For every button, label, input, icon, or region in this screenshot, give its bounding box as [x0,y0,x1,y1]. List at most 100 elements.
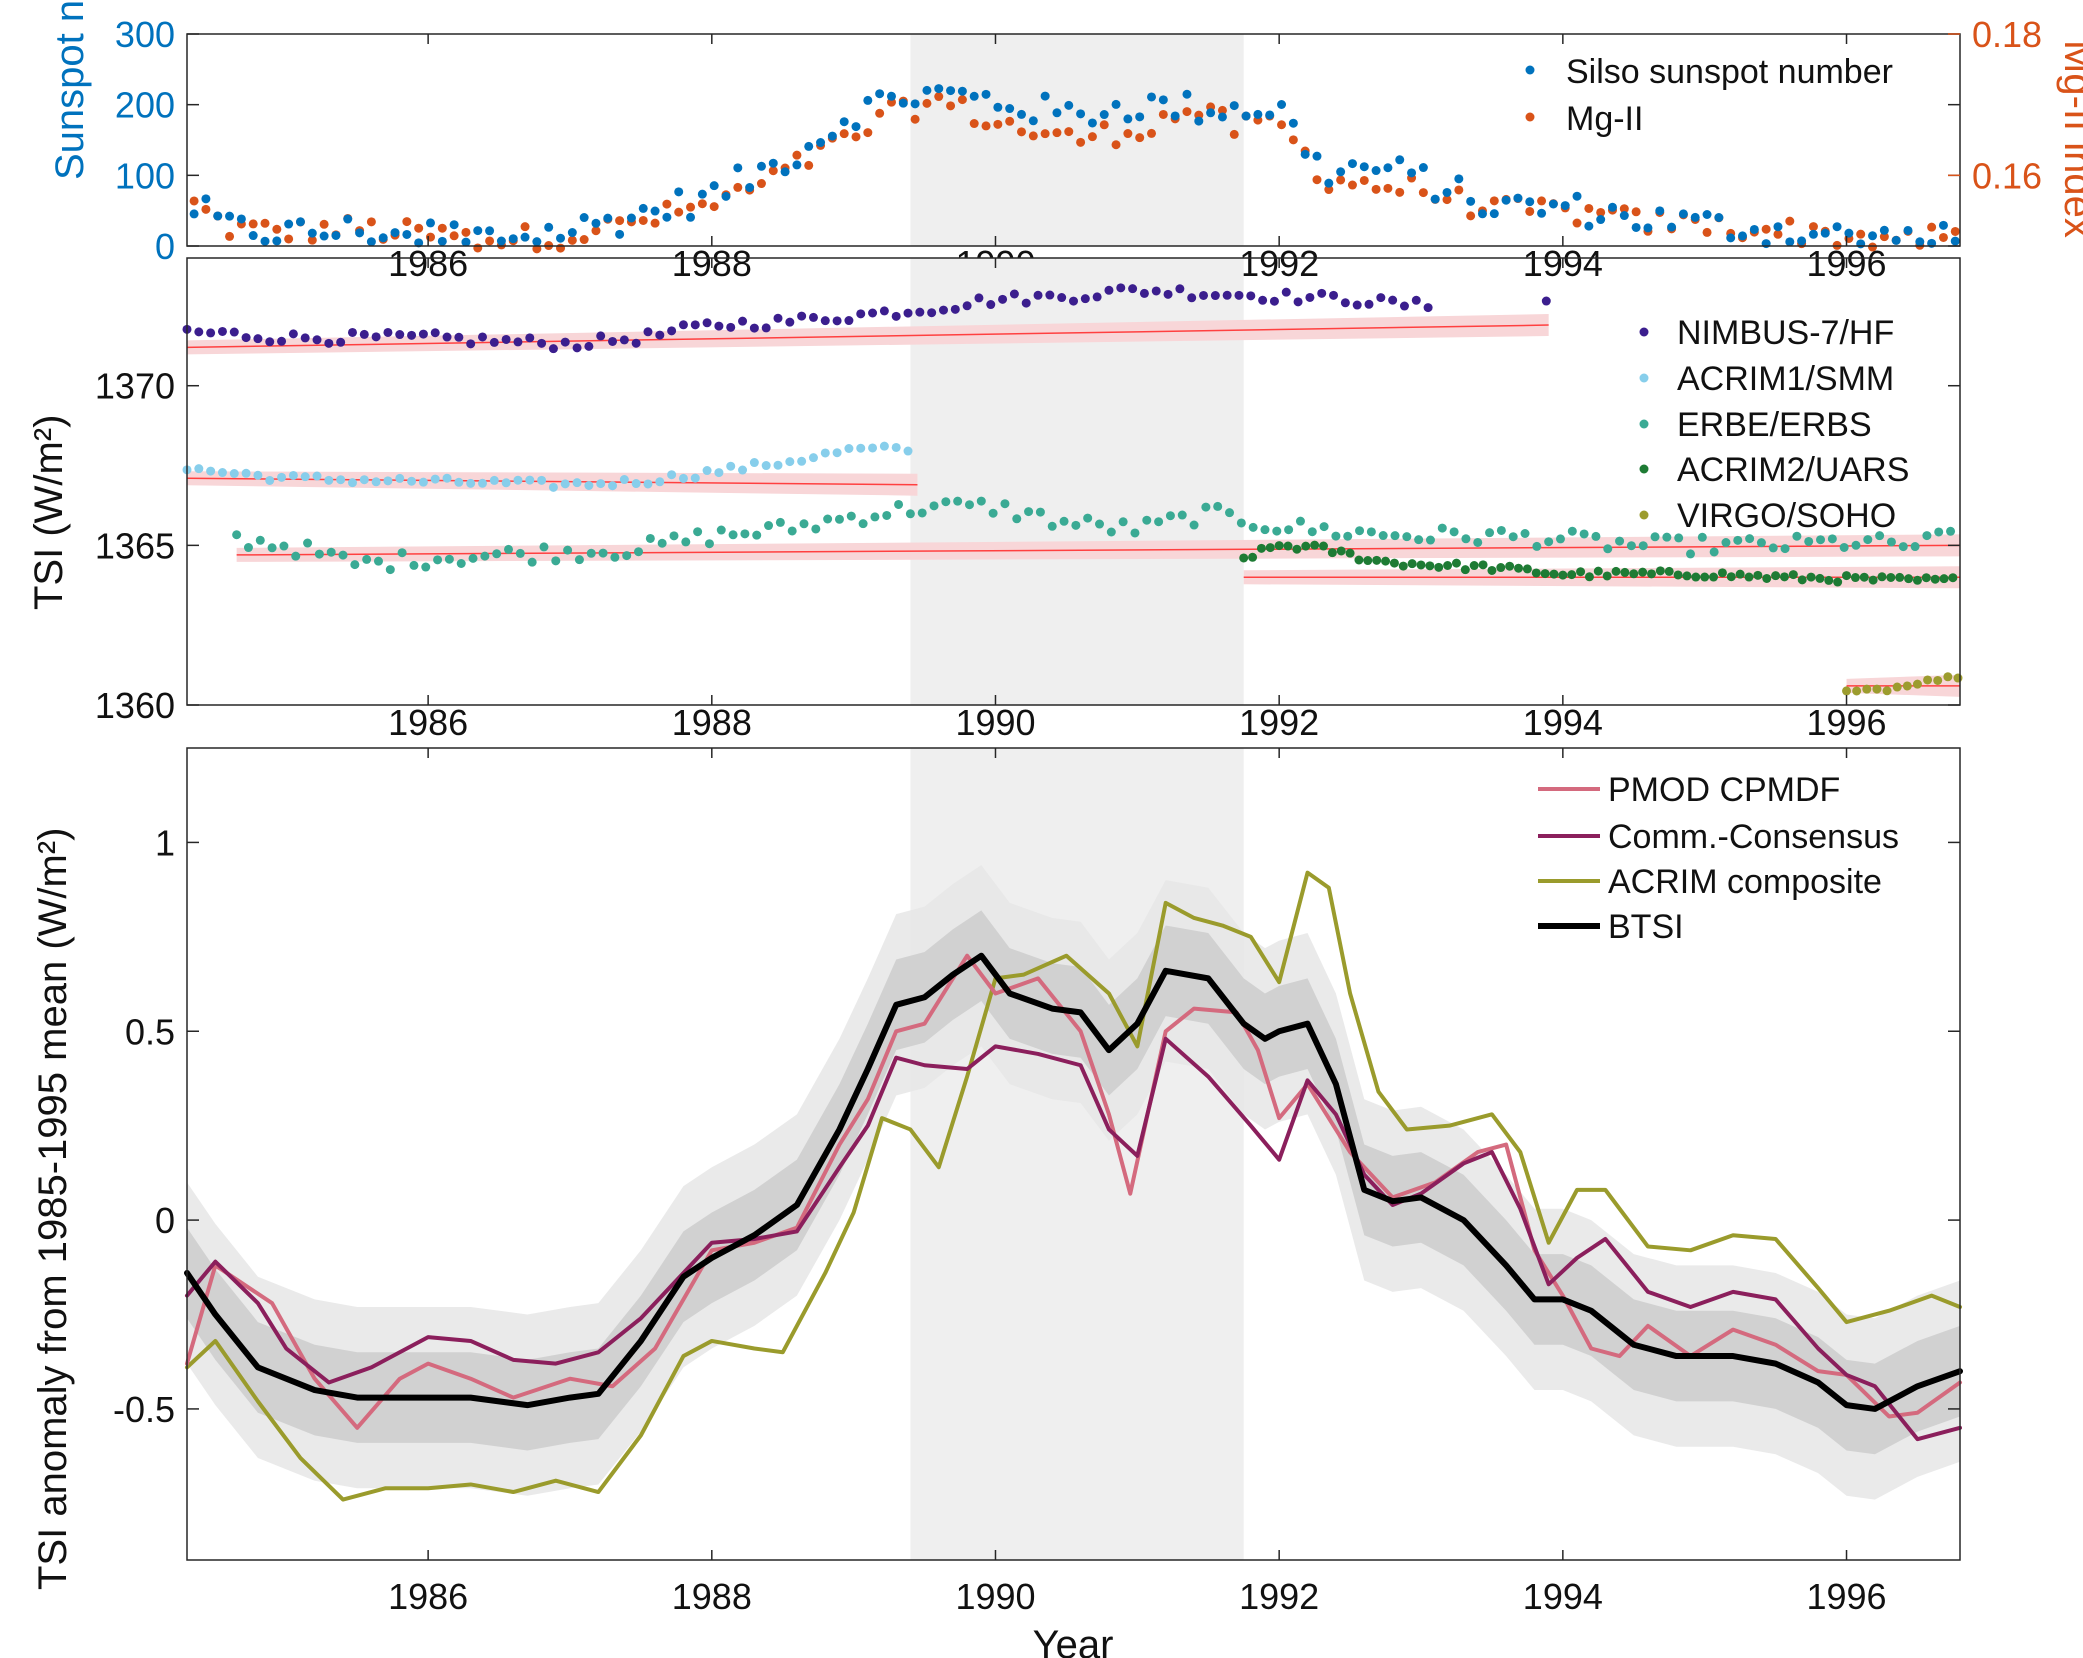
erbe-erbs-point [669,531,679,541]
sunspot-point [1938,220,1948,230]
sunspot-point [567,228,577,238]
acrim1-smm-point [560,479,570,489]
sunspot-point [780,167,790,177]
acrim1-smm-point [537,475,547,485]
nimbus-7-hf-point [1139,288,1149,298]
mgii-point [1383,183,1393,193]
erbe-erbs-point [1473,537,1483,547]
erbe-erbs-point [1449,527,1459,537]
erbe-erbs-point [882,510,892,520]
sunspot-point [1288,118,1298,128]
nimbus-7-hf-point [986,300,996,310]
mgii-point [1288,135,1298,145]
nimbus-7-hf-point [1033,290,1043,300]
sunspot-point [863,95,873,105]
nimbus-7-hf-point [631,338,641,348]
acrim1-smm-point [667,470,677,480]
y-tick-label: 0 [155,226,175,267]
erbe-erbs-point [752,530,762,540]
y-tick-label: 1360 [95,685,175,726]
nimbus-7-hf-point [797,311,807,321]
nimbus-7-hf-point [678,320,688,330]
sunspot-point [1643,223,1653,233]
mgii-point [189,196,199,206]
erbe-erbs-point [232,530,242,540]
erbe-erbs-point [716,525,726,535]
acrim1-smm-point [466,478,476,488]
erbe-erbs-point [279,541,289,551]
acrim1-smm-point [808,453,818,463]
sunspot-point [1501,195,1511,205]
erbe-erbs-point [1295,516,1305,526]
mgii-point [1099,120,1109,130]
sunspot-point [189,209,199,219]
sunspot-point [508,234,518,244]
acrim2-uars-point [1301,541,1311,551]
sunspot-point [1537,208,1547,218]
erbe-erbs-point [1638,541,1648,551]
nimbus-7-hf-point [430,328,440,338]
erbe-erbs-point [1780,544,1790,554]
y-tick-label: 0 [155,1200,175,1241]
sunspot-point [1016,109,1026,119]
acrim1-smm-point [300,472,310,482]
sunspot-point [910,99,920,109]
erbe-erbs-point [1650,532,1660,542]
acrim1-smm-point [383,476,393,486]
mgii-point [863,128,873,138]
erbe-erbs-point [728,530,738,540]
mgii-point [272,224,282,234]
acrim2-uars-point [1576,567,1586,577]
erbe-erbs-point [1059,516,1069,526]
sunspot-point [1761,239,1771,249]
mgii-point [1277,120,1287,130]
mgii-point [922,98,932,108]
virgo-soho-point [1872,684,1882,694]
mgii-point [473,243,483,253]
erbe-erbs-point [823,514,833,524]
acrim2-uars-point [1850,573,1860,583]
legend-label-pmod: PMOD CPMDF [1608,771,1840,809]
mgii-point [1950,226,1960,236]
nimbus-7-hf-point [371,332,381,342]
acrim1-smm-point [844,443,854,453]
x-tick-label: 1990 [955,1576,1035,1617]
bottom-legend: PMOD CPMDF Comm.-Consensus ACRIM composi… [1528,768,1932,953]
acrim1-smm-point [702,466,712,476]
sunspot-point [1820,228,1830,238]
nimbus-7-hf-point [300,333,310,343]
sunspot-point [1607,202,1617,212]
y-tick-label: 1370 [95,366,175,407]
btsi-line [184,952,1963,1412]
erbe-erbs-point [941,497,951,507]
acrim1-smm-point [288,470,298,480]
erbe-erbs-point [1047,521,1057,531]
nimbus-7-hf-point [608,336,618,346]
nimbus-7-hf-point [442,332,452,342]
nimbus-7-hf-point [1128,284,1138,294]
sunspot-point [390,228,400,238]
nimbus-7-hf-point [1151,286,1161,296]
sunspot-point [1123,114,1133,124]
mgii-point [1111,140,1121,150]
sunspot-point [1584,221,1594,231]
nimbus-7-hf-point [1199,290,1209,300]
erbe-erbs-point [326,547,336,557]
nimbus-7-hf-point [879,306,889,316]
erbe-erbs-point [1591,531,1601,541]
erbe-erbs-point [917,508,927,518]
y-tick-label-right: 0.16 [1972,155,2042,196]
sunspot-point [733,163,743,173]
nimbus-7-hf-point [856,309,866,319]
y-tick-label: 200 [115,85,175,126]
sunspot-point [284,219,294,229]
top-ylabel-left: Sunspot number [48,0,92,180]
acrim1-smm-point [525,475,535,485]
nimbus-7-hf-point [868,308,878,318]
mgii-point [437,223,447,233]
mgii-point [402,217,412,227]
mgii-point [1229,129,1239,139]
acrim1-smm-point [265,475,275,485]
erbe-erbs-point [468,553,478,563]
acrim1-smm-point [241,468,251,478]
